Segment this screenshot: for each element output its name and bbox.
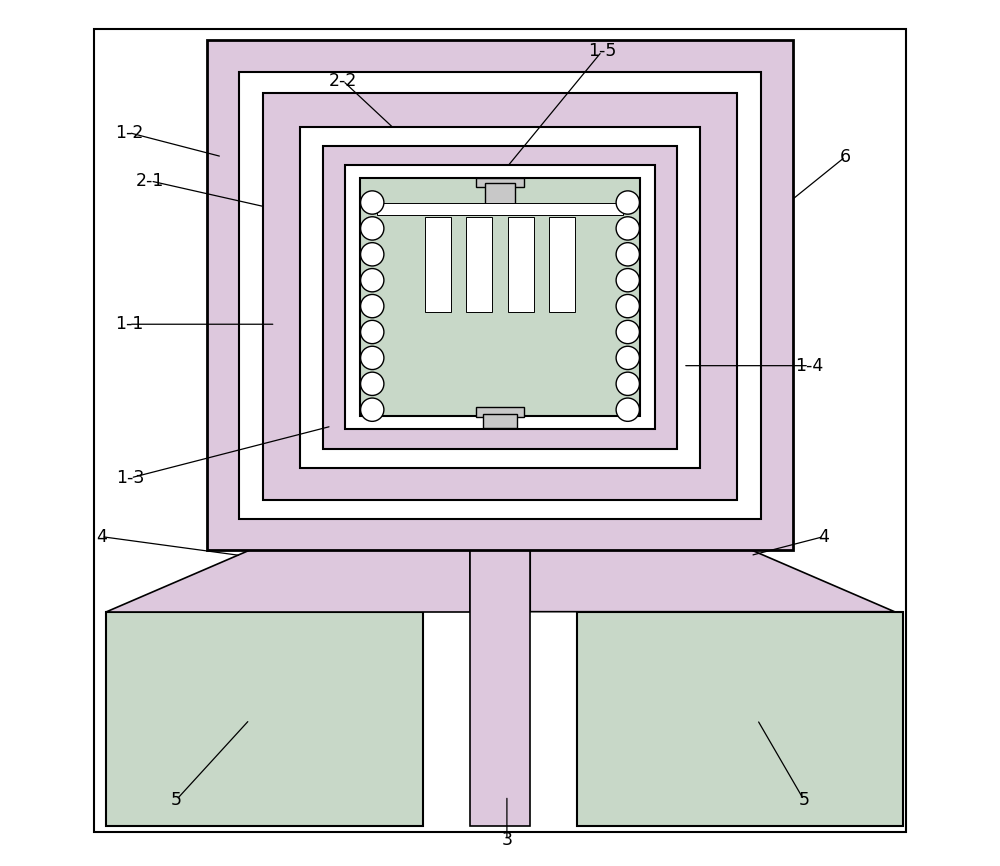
Bar [263,93,737,501]
Bar [470,550,530,826]
Text: 1-2: 1-2 [115,124,143,142]
Text: 1-5: 1-5 [588,42,616,61]
Circle shape [361,216,384,240]
Bar [476,407,524,417]
Bar [425,217,451,312]
Circle shape [361,372,384,396]
Circle shape [361,191,384,214]
Circle shape [616,398,639,422]
Bar [106,611,423,826]
Bar [377,203,623,216]
Text: 3: 3 [501,831,512,850]
Bar [300,126,700,468]
Text: 1-4: 1-4 [795,357,823,375]
Circle shape [361,268,384,292]
Text: 4: 4 [818,527,829,546]
Bar [508,217,534,312]
Bar [466,217,492,312]
Text: 5: 5 [798,791,809,809]
Circle shape [616,320,639,344]
Circle shape [361,398,384,422]
Circle shape [361,242,384,266]
Text: 6: 6 [840,148,851,165]
Circle shape [616,191,639,214]
Circle shape [361,320,384,344]
Text: 2-2: 2-2 [329,72,357,90]
Bar [476,178,524,187]
Bar [360,178,640,416]
Circle shape [616,268,639,292]
Bar [323,146,677,449]
Circle shape [616,294,639,318]
Circle shape [616,372,639,396]
Text: 1-1: 1-1 [115,315,143,333]
Bar [207,40,793,550]
Polygon shape [530,550,894,611]
Circle shape [616,216,639,240]
Circle shape [361,346,384,370]
Circle shape [616,346,639,370]
Bar [485,183,515,204]
Circle shape [361,294,384,318]
Bar [345,165,655,429]
Text: 4: 4 [96,527,107,546]
Bar [577,611,903,826]
Bar [549,217,575,312]
Circle shape [616,242,639,266]
Text: 1-3: 1-3 [116,469,145,487]
Bar [239,72,761,520]
Text: 2-1: 2-1 [136,172,165,190]
Polygon shape [106,550,470,611]
Text: 5: 5 [171,791,182,809]
Bar [483,414,517,428]
